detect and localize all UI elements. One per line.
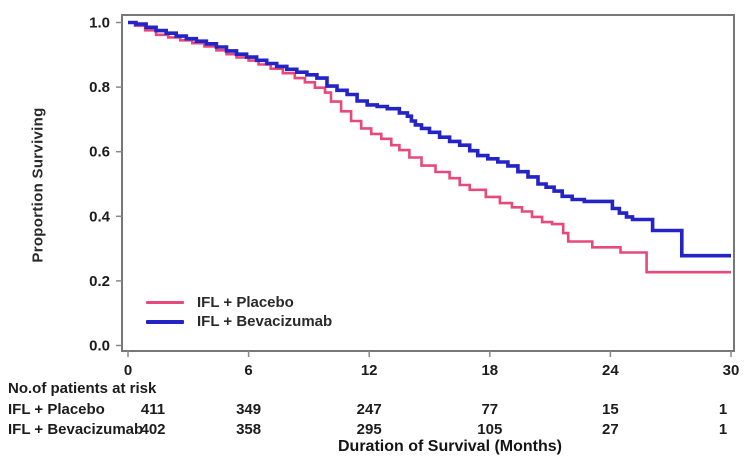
legend-label-placebo: IFL + Placebo xyxy=(197,294,294,311)
x-tick-label: 0 xyxy=(124,362,132,379)
risk-count: 247 xyxy=(356,401,382,418)
x-tick-label: 6 xyxy=(244,362,252,379)
x-tick-label: 18 xyxy=(481,362,498,379)
x-tick-label: 12 xyxy=(361,362,378,379)
risk-count: 295 xyxy=(356,421,382,438)
x-tick-label: 30 xyxy=(723,362,740,379)
risk-count: 411 xyxy=(140,401,166,418)
risk-count: 77 xyxy=(481,401,499,418)
risk-count: 27 xyxy=(602,421,619,438)
bevacizumab-line-swatch-icon xyxy=(146,319,184,324)
risk-count: 15 xyxy=(602,401,619,418)
plot-frame xyxy=(121,14,735,352)
risk-count: 402 xyxy=(140,421,166,438)
x-tick-label: 24 xyxy=(602,362,619,379)
legend-label-bevacizumab: IFL + Bevacizumab xyxy=(197,313,333,330)
risk-row-bevacizumab: IFL + Bevacizumab 402 358 295 105 27 1 xyxy=(0,421,753,439)
risk-row-placebo: IFL + Placebo 411 349 247 77 15 1 xyxy=(0,401,753,419)
y-tick-label: 0.4 xyxy=(89,208,111,225)
y-tick-label: 0.8 xyxy=(89,79,110,96)
risk-count: 358 xyxy=(236,421,262,438)
risk-row-label-placebo: IFL + Placebo xyxy=(8,401,105,418)
risk-count: 349 xyxy=(236,401,262,418)
x-axis-label: Duration of Survival (Months) xyxy=(338,438,562,455)
y-tick-label: 0.2 xyxy=(89,273,110,290)
risk-count: 1 xyxy=(718,421,728,438)
risk-row-label-bevacizumab: IFL + Bevacizumab xyxy=(8,421,144,438)
survival-curve-placebo xyxy=(128,21,731,274)
y-tick-label: 0.0 xyxy=(89,338,110,355)
risk-count: 1 xyxy=(718,401,728,418)
legend: IFL + Placebo IFL + Bevacizumab xyxy=(146,293,332,331)
survival-curve-bevacizumab xyxy=(128,20,731,258)
risk-count: 105 xyxy=(477,421,503,438)
y-tick-label: 1.0 xyxy=(89,15,110,32)
risk-table-header: No.of patients at risk xyxy=(8,380,157,397)
legend-entry-bevacizumab: IFL + Bevacizumab xyxy=(146,312,332,331)
legend-entry-placebo: IFL + Placebo xyxy=(146,293,332,312)
placebo-line-swatch-icon xyxy=(146,301,184,304)
y-axis-label: Proportion Surviving xyxy=(29,107,47,263)
y-tick-label: 0.6 xyxy=(89,144,110,161)
